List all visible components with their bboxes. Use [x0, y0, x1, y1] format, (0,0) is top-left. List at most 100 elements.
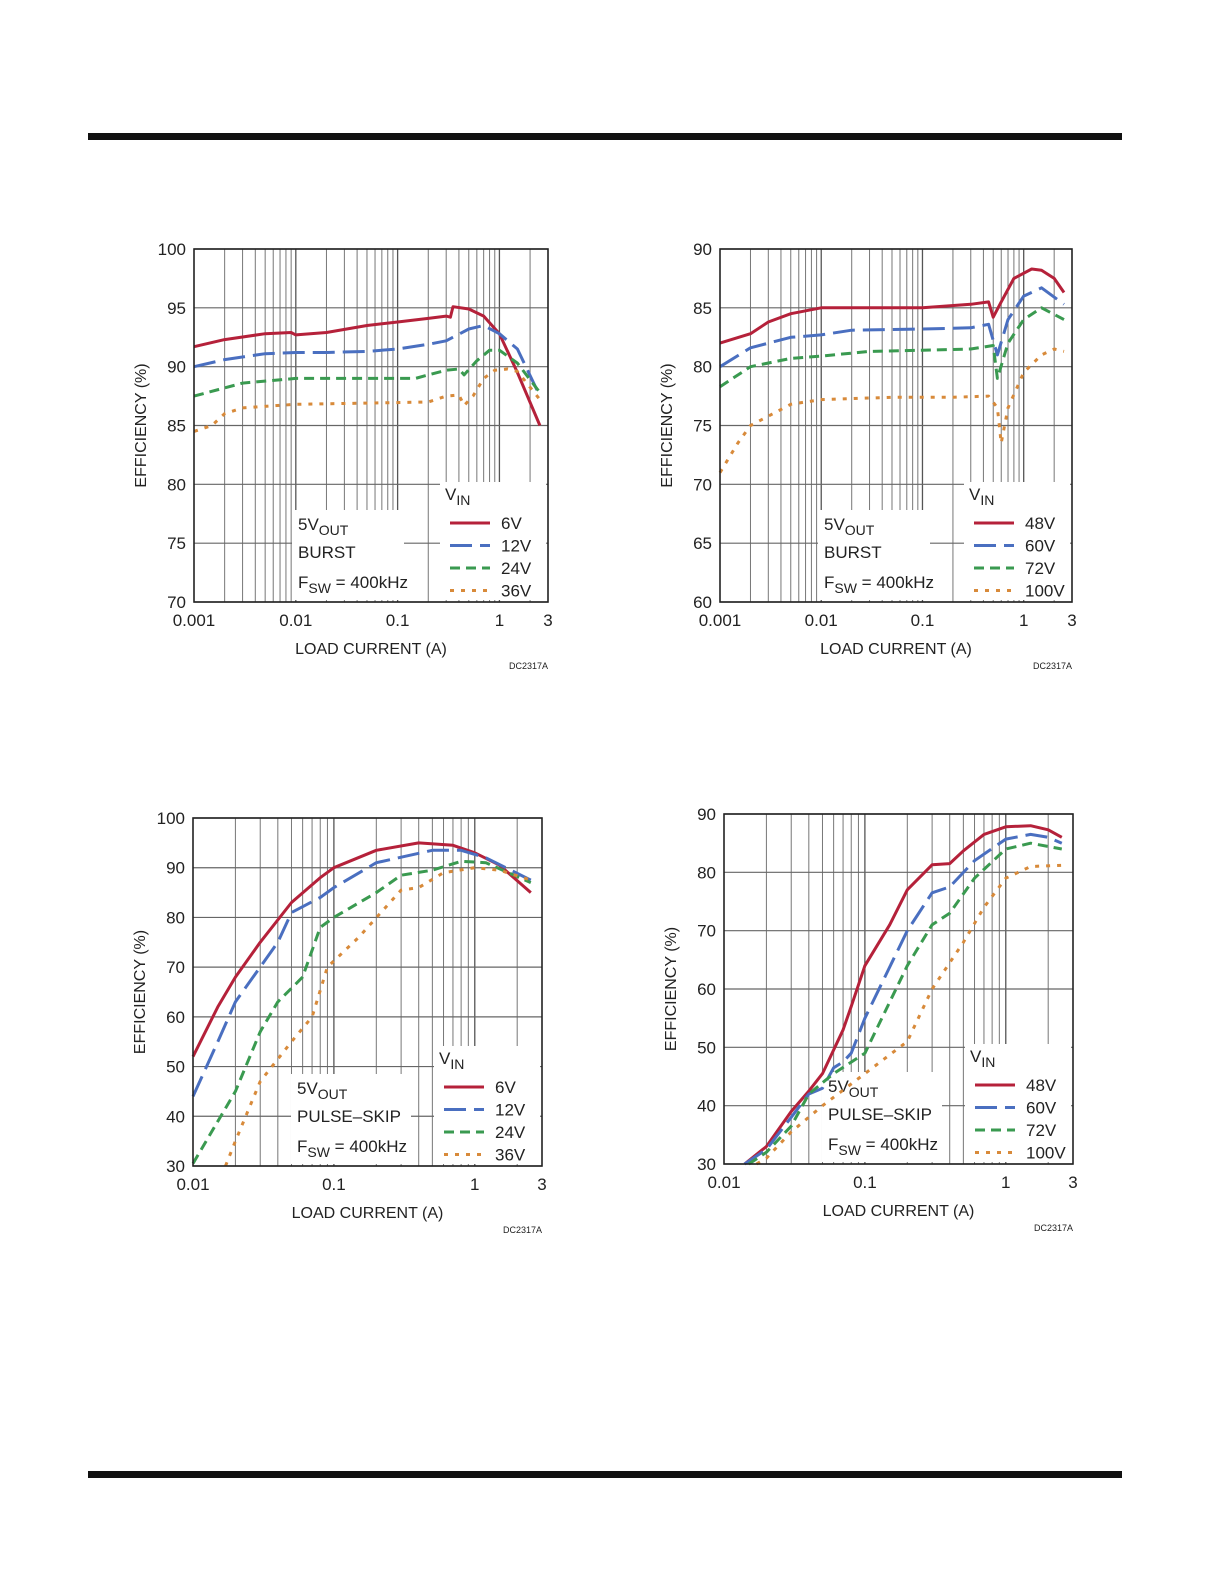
chart-2: 60 65 70 75 80 85 90 0.001 0.01 0.1 1 3 5VOUT BURST FS…	[659, 240, 1077, 671]
y-tick-label: 90	[167, 358, 186, 377]
legend-title: VIN	[969, 485, 994, 508]
legend-label: 6V	[501, 514, 522, 533]
annotation-background	[291, 1074, 411, 1164]
chart-4: 30 40 50 60 70 80 90 0.01 0.1 1 3 5VOUT PULSE–SKIP FS…	[663, 805, 1078, 1233]
series-line-36V	[193, 367, 542, 433]
legend-title-sub: IN	[456, 492, 470, 508]
plot-frame	[723, 813, 1074, 1165]
legend-label: 12V	[501, 537, 532, 556]
legend-title: VIN	[970, 1047, 995, 1070]
annotation-vout-sub: OUT	[849, 1084, 879, 1100]
y-tick-label: 65	[693, 534, 712, 553]
series-line-100V	[755, 863, 1062, 1166]
legend-label: 100V	[1025, 582, 1065, 601]
x-axis-title: LOAD CURRENT (A)	[820, 641, 972, 658]
y-tick-label: 100	[158, 240, 186, 259]
annotation-vout-main: 5V	[824, 515, 845, 534]
annotation-mode: PULSE–SKIP	[828, 1105, 932, 1124]
figure-code: DC2317A	[509, 661, 548, 671]
y-tick-label: 40	[697, 1097, 716, 1116]
legend-label: 24V	[495, 1123, 526, 1142]
legend-label: 36V	[495, 1146, 526, 1165]
annotation-vout: 5VOUT	[298, 515, 349, 538]
y-tick-label: 85	[693, 299, 712, 318]
y-tick-label: 60	[166, 1008, 185, 1027]
y-tick-label: 70	[693, 475, 712, 494]
annotation-fsw: FSW = 400kHz	[297, 1137, 407, 1160]
x-tick-label: 0.001	[173, 611, 216, 630]
legend-title-main: V	[969, 485, 981, 504]
top-rule	[88, 133, 1122, 140]
series-line-12V	[193, 324, 542, 397]
annotation-vout-sub: OUT	[845, 522, 875, 538]
series-line-36V	[224, 866, 532, 1167]
series-line-60V	[719, 286, 1065, 368]
series-line-6V	[191, 841, 532, 1058]
x-tick-label: 0.01	[805, 611, 838, 630]
y-tick-label: 60	[693, 593, 712, 612]
x-tick-label: 1	[470, 1175, 479, 1194]
y-tick-label: 40	[166, 1107, 185, 1126]
series-line-100V	[718, 347, 1065, 474]
annotation-fsw-main: F	[824, 573, 834, 592]
series-line-72V	[719, 306, 1065, 388]
y-tick-label: 80	[693, 358, 712, 377]
annotation-vout-sub: OUT	[318, 1086, 348, 1102]
x-tick-label: 0.1	[853, 1173, 877, 1192]
annotation-fsw-sub: SW	[307, 1144, 330, 1160]
annotation-vout-main: 5V	[297, 1079, 318, 1098]
annotation-fsw-rest: = 400kHz	[330, 1137, 407, 1156]
annotation-mode: BURST	[824, 543, 882, 562]
legend-label: 24V	[501, 559, 532, 578]
chart-1: 70 75 80 85 90 95 100 0.001 0.01 0.1 1 3 5VOUT BURST F…	[133, 240, 553, 671]
annotation-vout-sub: OUT	[319, 522, 349, 538]
legend-title-main: V	[445, 485, 457, 504]
annotation-background	[292, 510, 404, 600]
annotation-fsw-main: F	[297, 1137, 307, 1156]
x-tick-label: 0.1	[322, 1175, 346, 1194]
annotation-background	[818, 510, 930, 600]
y-tick-label: 80	[697, 863, 716, 882]
y-tick-label: 50	[166, 1058, 185, 1077]
y-tick-label: 95	[167, 299, 186, 318]
y-axis-title: EFFICIENCY (%)	[133, 363, 150, 487]
y-tick-label: 90	[166, 859, 185, 878]
x-tick-label: 0.01	[279, 611, 312, 630]
y-tick-label: 85	[167, 417, 186, 436]
series-line-24V	[193, 348, 542, 398]
legend-label: 36V	[501, 582, 532, 601]
y-tick-label: 30	[166, 1157, 185, 1176]
y-tick-label: 100	[157, 809, 185, 828]
chart-3: 30 40 50 60 70 80 90 100 0.01 0.1 1 3 5VOUT PULSE–SKI…	[132, 809, 547, 1235]
plot-frame	[719, 248, 1073, 603]
legend-label: 60V	[1025, 537, 1056, 556]
series-line-48V	[743, 824, 1063, 1166]
y-tick-label: 70	[697, 922, 716, 941]
bottom-rule	[88, 1471, 1122, 1478]
annotation-fsw-sub: SW	[838, 1142, 861, 1158]
annotation-vout: 5VOUT	[824, 515, 875, 538]
plot-frame	[192, 817, 543, 1167]
annotation-fsw-rest: = 400kHz	[331, 573, 408, 592]
y-tick-label: 70	[167, 593, 186, 612]
legend-background	[434, 1046, 540, 1164]
y-axis-title: EFFICIENCY (%)	[663, 927, 680, 1051]
annotation-fsw: FSW = 400kHz	[824, 573, 934, 596]
y-tick-label: 70	[166, 958, 185, 977]
annotation-mode: BURST	[298, 543, 356, 562]
annotation-fsw-rest: = 400kHz	[857, 573, 934, 592]
legend-label: 72V	[1026, 1121, 1057, 1140]
series-line-12V	[191, 848, 532, 1098]
y-tick-label: 30	[697, 1155, 716, 1174]
y-tick-label: 80	[167, 475, 186, 494]
figure-code: DC2317A	[503, 1225, 542, 1235]
annotation-fsw: FSW = 400kHz	[298, 573, 408, 596]
x-tick-label: 3	[537, 1175, 546, 1194]
legend-title-main: V	[970, 1047, 982, 1066]
x-axis-title: LOAD CURRENT (A)	[295, 641, 447, 658]
legend-title-sub: IN	[450, 1056, 464, 1072]
annotation-vout-main: 5V	[828, 1077, 849, 1096]
legend-label: 48V	[1025, 514, 1056, 533]
annotation-fsw: FSW = 400kHz	[828, 1135, 938, 1158]
